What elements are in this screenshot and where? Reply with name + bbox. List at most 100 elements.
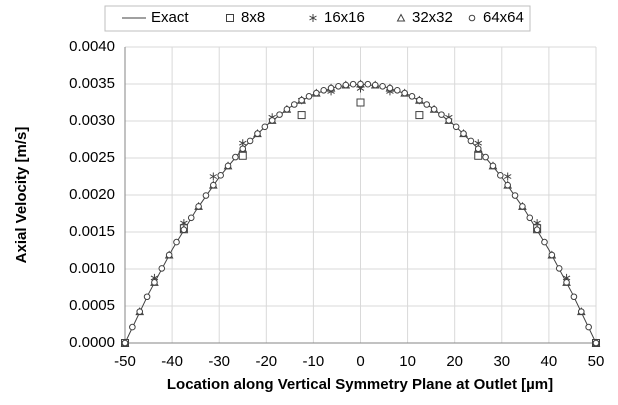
x-axis-title: Location along Vertical Symmetry Plane a… (167, 376, 553, 393)
marker (401, 89, 408, 97)
marker (393, 86, 401, 94)
marker (474, 145, 482, 153)
marker (371, 81, 379, 89)
marker (290, 101, 298, 108)
y-tick-label: 0.0025 (69, 149, 115, 166)
marker (327, 84, 335, 92)
marker (209, 172, 218, 181)
marker (415, 111, 424, 120)
marker (541, 238, 548, 246)
marker (136, 308, 144, 315)
marker (165, 251, 173, 259)
marker (187, 214, 195, 222)
marker (195, 203, 202, 210)
marker (158, 265, 166, 272)
legend-symbol (309, 14, 317, 22)
y-tick-label: 0.0035 (69, 75, 115, 92)
marker (180, 226, 188, 234)
x-tick-label: 10 (399, 353, 416, 370)
marker (357, 80, 364, 88)
marker (297, 111, 306, 120)
legend-label: 8x8 (241, 9, 265, 26)
marker (349, 80, 357, 88)
marker (261, 123, 269, 131)
legend-symbol (396, 13, 406, 22)
marker (379, 82, 386, 90)
marker (320, 86, 328, 94)
marker (474, 151, 483, 160)
marker (533, 226, 541, 234)
marker (276, 111, 283, 118)
marker (305, 93, 313, 100)
x-tick-label: 50 (588, 353, 605, 370)
marker (238, 151, 247, 160)
marker (548, 251, 556, 259)
marker (151, 279, 158, 286)
marker (467, 137, 475, 145)
marker (202, 192, 210, 199)
marker (489, 162, 497, 170)
legend-label: 64x64 (483, 9, 524, 26)
marker (386, 84, 394, 92)
x-tick-label: 20 (446, 353, 463, 370)
marker (129, 323, 136, 331)
x-tick-label: 30 (493, 353, 510, 370)
marker (460, 130, 467, 137)
marker (298, 96, 305, 104)
legend-symbol (226, 14, 234, 22)
marker (173, 238, 180, 246)
marker (519, 203, 526, 210)
x-tick-label: 40 (541, 353, 558, 370)
marker (577, 308, 585, 315)
marker (452, 123, 460, 131)
y-tick-label: 0.0030 (69, 112, 115, 129)
y-tick-label: 0.0005 (69, 297, 115, 314)
marker (335, 82, 342, 90)
marker (563, 279, 570, 286)
legend-box (104, 5, 531, 32)
marker (313, 89, 320, 97)
marker (239, 145, 247, 153)
marker (423, 101, 431, 108)
x-tick-label: -20 (255, 353, 277, 370)
marker (356, 98, 365, 107)
marker (445, 117, 453, 124)
marker (482, 153, 489, 161)
marker (555, 265, 563, 272)
marker (592, 339, 600, 347)
legend-label: 16x16 (324, 9, 365, 26)
y-tick-label: 0.0010 (69, 260, 115, 277)
marker (364, 80, 372, 88)
marker (438, 111, 445, 118)
y-tick-label: 0.0015 (69, 223, 115, 240)
y-axis-title: Axial Velocity [m/s] (13, 127, 30, 264)
marker (416, 96, 423, 104)
marker (143, 293, 151, 301)
legend-symbol (468, 14, 476, 22)
x-tick-label: -30 (208, 353, 230, 370)
marker (283, 106, 291, 113)
x-tick-label: -50 (114, 353, 136, 370)
marker (430, 106, 438, 113)
marker (585, 323, 592, 331)
marker (570, 293, 578, 301)
x-tick-label: 0 (356, 353, 364, 370)
marker (210, 181, 217, 189)
y-tick-label: 0.0040 (69, 38, 115, 55)
marker (503, 172, 512, 181)
marker (217, 172, 224, 179)
x-tick-label: -40 (161, 353, 183, 370)
legend-label: 32x32 (412, 9, 453, 26)
legend-label: Exact (151, 9, 189, 26)
marker (224, 162, 232, 170)
marker (408, 93, 416, 100)
marker (342, 81, 350, 89)
marker (246, 137, 254, 145)
marker (121, 339, 129, 347)
marker (526, 214, 534, 222)
marker (268, 117, 276, 124)
marker (511, 192, 519, 199)
